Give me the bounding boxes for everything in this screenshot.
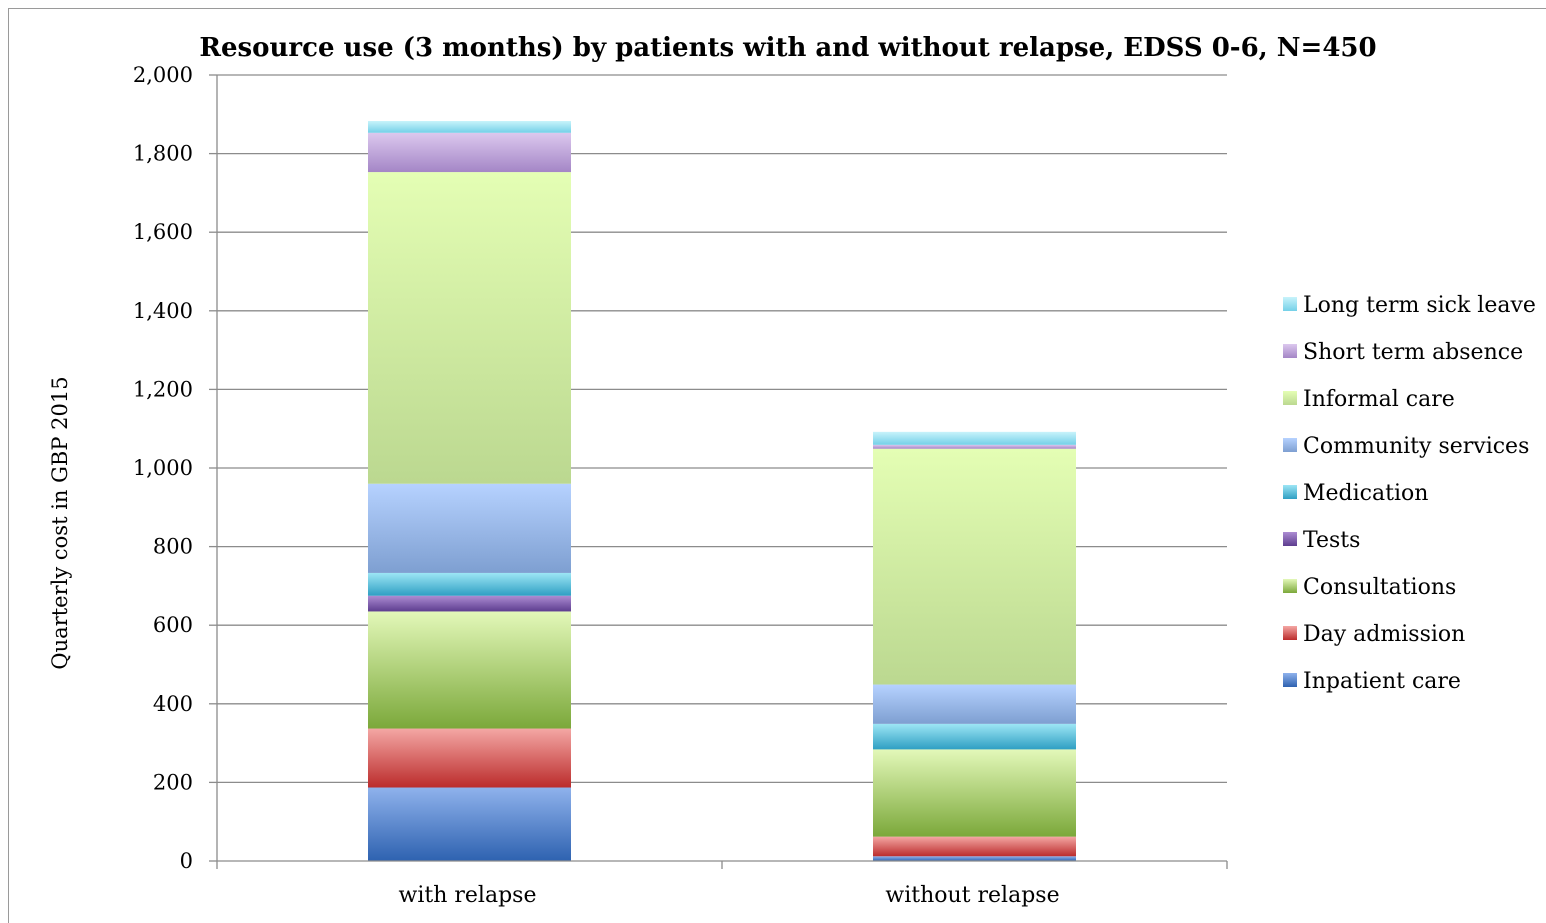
bar-segment-long-term-sick-leave	[873, 431, 1076, 445]
bar-segment-day-admission	[368, 728, 571, 788]
legend-swatch	[1283, 532, 1297, 546]
y-tick-label: 2,000	[133, 63, 193, 87]
bar-segment-short-term-absence	[873, 444, 1076, 449]
bar-segment-community-services	[873, 684, 1076, 724]
legend-label: Tests	[1303, 528, 1360, 553]
bar-segment-informal-care	[368, 172, 571, 484]
bar-segment-short-term-absence	[368, 132, 571, 173]
y-tick-label: 0	[180, 849, 193, 873]
legend-swatch	[1283, 485, 1297, 499]
bar-segment-community-services	[368, 483, 571, 573]
bars	[368, 120, 1076, 861]
bar-segment-long-term-sick-leave	[368, 120, 571, 133]
x-category-label: without relapse	[885, 883, 1059, 908]
bar-segment-day-admission	[873, 836, 1076, 857]
legend-label: Consultations	[1303, 575, 1456, 600]
legend-label: Day admission	[1303, 622, 1465, 647]
y-tick-label: 1,800	[133, 142, 193, 166]
legend-swatch	[1283, 438, 1297, 452]
legend-label: Community services	[1303, 434, 1529, 459]
x-category-label: with relapse	[399, 883, 537, 908]
legend-label: Informal care	[1303, 387, 1455, 412]
y-axis-label: Quarterly cost in GBP 2015	[48, 376, 72, 669]
bar-segment-inpatient-care	[873, 856, 1076, 861]
y-tick-label: 400	[153, 692, 193, 716]
bar-segment-consultations	[368, 611, 571, 729]
y-tick-label: 800	[153, 535, 193, 559]
legend-label: Inpatient care	[1303, 669, 1461, 694]
axes: 0 200 400 600 800 1,000 1,200 1,400 1,600 1,800 2,…	[133, 63, 1228, 908]
chart-title: Resource use (3 months) by patients with…	[199, 33, 1376, 63]
y-tick-label: 1,400	[133, 299, 193, 323]
bar-segment-consultations	[873, 749, 1076, 837]
legend-label: Long term sick leave	[1303, 293, 1536, 318]
bar-segment-inpatient-care	[368, 787, 571, 861]
legend-swatch	[1283, 297, 1297, 311]
legend-swatch	[1283, 673, 1297, 687]
legend-swatch	[1283, 579, 1297, 593]
y-tick-label: 600	[153, 613, 193, 637]
bar-segment-medication	[368, 572, 571, 596]
legend-label: Short term absence	[1303, 340, 1523, 365]
y-tick-label: 1,600	[133, 220, 193, 244]
bar-segment-informal-care	[873, 448, 1076, 685]
legend-label: Medication	[1303, 481, 1428, 506]
legend-swatch	[1283, 344, 1297, 358]
bar-segment-tests	[368, 595, 571, 612]
legend: Long term sick leave Short term absence In…	[1283, 293, 1536, 694]
chart-frame	[8, 8, 1546, 923]
legend-swatch	[1283, 626, 1297, 640]
y-tick-label: 1,000	[133, 456, 193, 480]
y-tick-label: 1,200	[133, 377, 193, 401]
legend-swatch	[1283, 391, 1297, 405]
bar-segment-medication	[873, 723, 1076, 750]
y-tick-label: 200	[153, 770, 193, 794]
